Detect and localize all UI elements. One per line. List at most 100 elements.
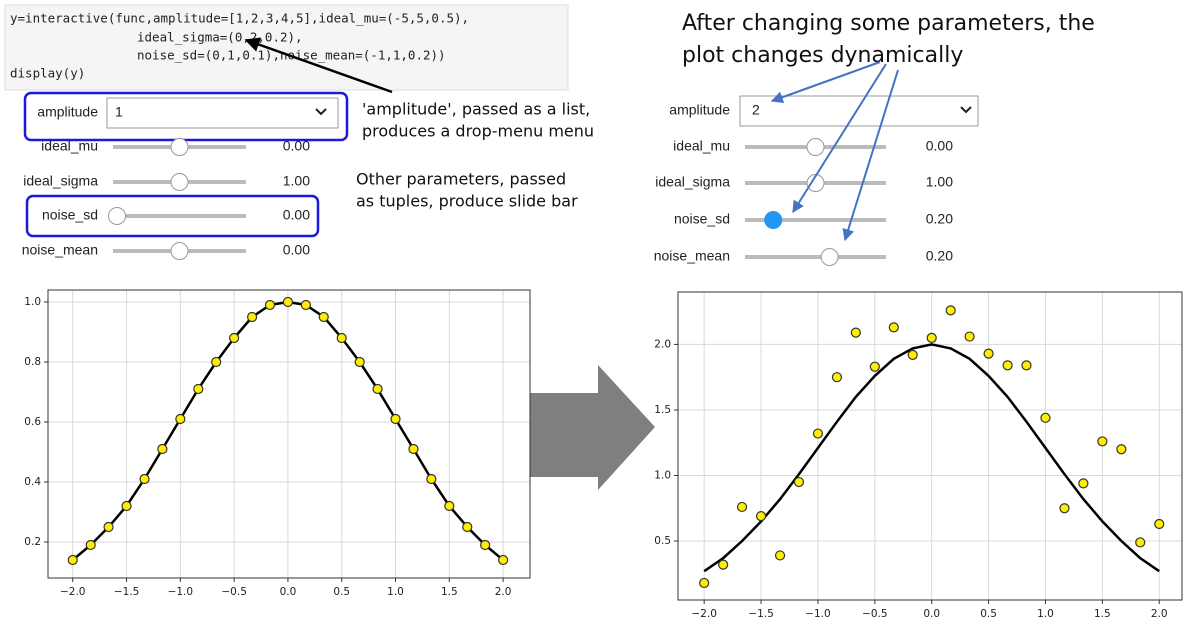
x-tick-label: 0.5 xyxy=(980,608,997,620)
scatter-point xyxy=(498,554,509,566)
x-tick-label: 1.5 xyxy=(1094,608,1111,620)
scatter-point xyxy=(1021,360,1032,371)
scatter-point xyxy=(372,383,383,395)
scatter-point xyxy=(1116,444,1127,455)
annotation: Other parameters, passed xyxy=(356,170,566,189)
code-line: y=interactive(func,amplitude=[1,2,3,4,5]… xyxy=(10,11,469,26)
slider-knob[interactable] xyxy=(107,207,126,225)
scatter-point xyxy=(121,500,132,512)
x-tick-label: −1.5 xyxy=(114,586,140,598)
x-tick-label: 1.0 xyxy=(387,586,404,598)
dropdown-caret xyxy=(315,108,327,116)
annotation: 'amplitude', passed as a list, xyxy=(362,100,590,119)
scatter-point xyxy=(964,331,975,342)
scatter-point xyxy=(774,550,786,561)
slider-knob[interactable] xyxy=(806,138,825,156)
scatter-point xyxy=(888,322,899,333)
widget-label: ideal_sigma xyxy=(23,173,98,189)
scatter-point xyxy=(755,511,767,522)
code-line: ideal_sigma=(0,2,0.2), xyxy=(137,30,303,45)
dropdown[interactable] xyxy=(106,97,339,129)
slider-knob[interactable] xyxy=(820,248,839,266)
slider-readout: 1.00 xyxy=(283,173,310,189)
scatter-point xyxy=(462,521,473,533)
scatter-point xyxy=(211,356,222,368)
widget-label: noise_mean xyxy=(22,242,98,258)
widget-label: amplitude xyxy=(37,104,98,120)
y-tick-label: 1.0 xyxy=(24,296,41,308)
x-tick-label: 0.0 xyxy=(923,608,940,620)
x-tick-label: 1.5 xyxy=(441,586,458,598)
axes-frame xyxy=(677,291,1183,601)
x-tick-label: 0.5 xyxy=(333,586,350,598)
scatter-point xyxy=(1059,503,1070,514)
plot-area xyxy=(678,292,1182,600)
scatter-point xyxy=(718,559,729,570)
scatter-point xyxy=(282,296,294,308)
dropdown-value: 2 xyxy=(752,102,760,118)
highlight-box xyxy=(23,91,349,142)
scatter-point xyxy=(1002,360,1013,371)
widget-label: ideal_mu xyxy=(673,138,730,154)
y-tick-label: 0.2 xyxy=(24,536,41,548)
axes-frame xyxy=(47,289,531,579)
scatter-point xyxy=(1040,412,1051,423)
slider-readout: 0.00 xyxy=(283,242,310,258)
annotation: as tuples, produce slide bar xyxy=(356,192,578,211)
scatter-point xyxy=(907,349,918,361)
code-line: display(y) xyxy=(10,66,85,81)
slider-knob[interactable] xyxy=(170,138,189,156)
x-tick-label: 1.0 xyxy=(1037,608,1054,620)
transition-arrow xyxy=(530,365,655,490)
slider-knob[interactable] xyxy=(170,242,189,260)
scatter-point xyxy=(300,299,311,311)
y-tick-label: 0.8 xyxy=(24,356,41,368)
line-series xyxy=(703,343,1160,573)
x-tick-label: −2.0 xyxy=(691,608,717,620)
scatter-point xyxy=(480,539,491,551)
widget-label: noise_sd xyxy=(674,211,730,227)
scatter-point xyxy=(1078,478,1089,489)
scatter-point xyxy=(945,305,956,316)
annotation: produces a drop-menu menu xyxy=(362,122,594,141)
slider-readout: 0.00 xyxy=(926,138,953,154)
annotation: plot changes dynamically xyxy=(682,43,963,68)
dropdown-caret xyxy=(960,106,972,114)
scatter-point xyxy=(426,473,437,485)
scatter-point xyxy=(850,327,861,338)
y-tick-label: 0.4 xyxy=(24,476,41,488)
slider-knob[interactable] xyxy=(764,211,783,229)
annotation: After changing some parameters, the xyxy=(682,11,1095,36)
x-tick-label: 2.0 xyxy=(1151,608,1168,620)
y-tick-label: 2.0 xyxy=(654,338,671,350)
y-tick-label: 0.6 xyxy=(24,416,41,428)
y-tick-label: 1.0 xyxy=(654,469,671,481)
scatter-point xyxy=(264,299,276,311)
scatter-point xyxy=(354,356,365,368)
scatter-point xyxy=(444,500,455,512)
scatter-point xyxy=(926,332,937,343)
plot-area xyxy=(48,290,530,578)
y-tick-label: 1.5 xyxy=(654,404,671,416)
scatter-point xyxy=(175,413,186,425)
slider-readout: 1.00 xyxy=(926,174,953,190)
slider-readout: 0.20 xyxy=(926,248,953,264)
scatter-point xyxy=(793,476,805,488)
scatter-point xyxy=(103,521,114,533)
x-tick-label: −1.5 xyxy=(748,608,774,620)
arrow xyxy=(770,61,881,103)
scatter-point xyxy=(812,428,824,439)
scatter-point xyxy=(1097,436,1108,447)
scatter-point xyxy=(390,413,401,425)
scatter-point xyxy=(139,473,150,485)
dropdown-value: 1 xyxy=(115,104,123,120)
widget-label: noise_sd xyxy=(42,207,98,223)
code-cell xyxy=(4,4,569,91)
slider-knob[interactable] xyxy=(170,173,189,191)
scatter-point xyxy=(736,501,748,513)
scatter-point xyxy=(699,577,710,589)
y-tick-label: 0.5 xyxy=(654,535,671,547)
x-tick-label: 2.0 xyxy=(495,586,512,598)
scatter-point xyxy=(246,311,258,323)
slider-readout: 0.00 xyxy=(283,207,310,223)
